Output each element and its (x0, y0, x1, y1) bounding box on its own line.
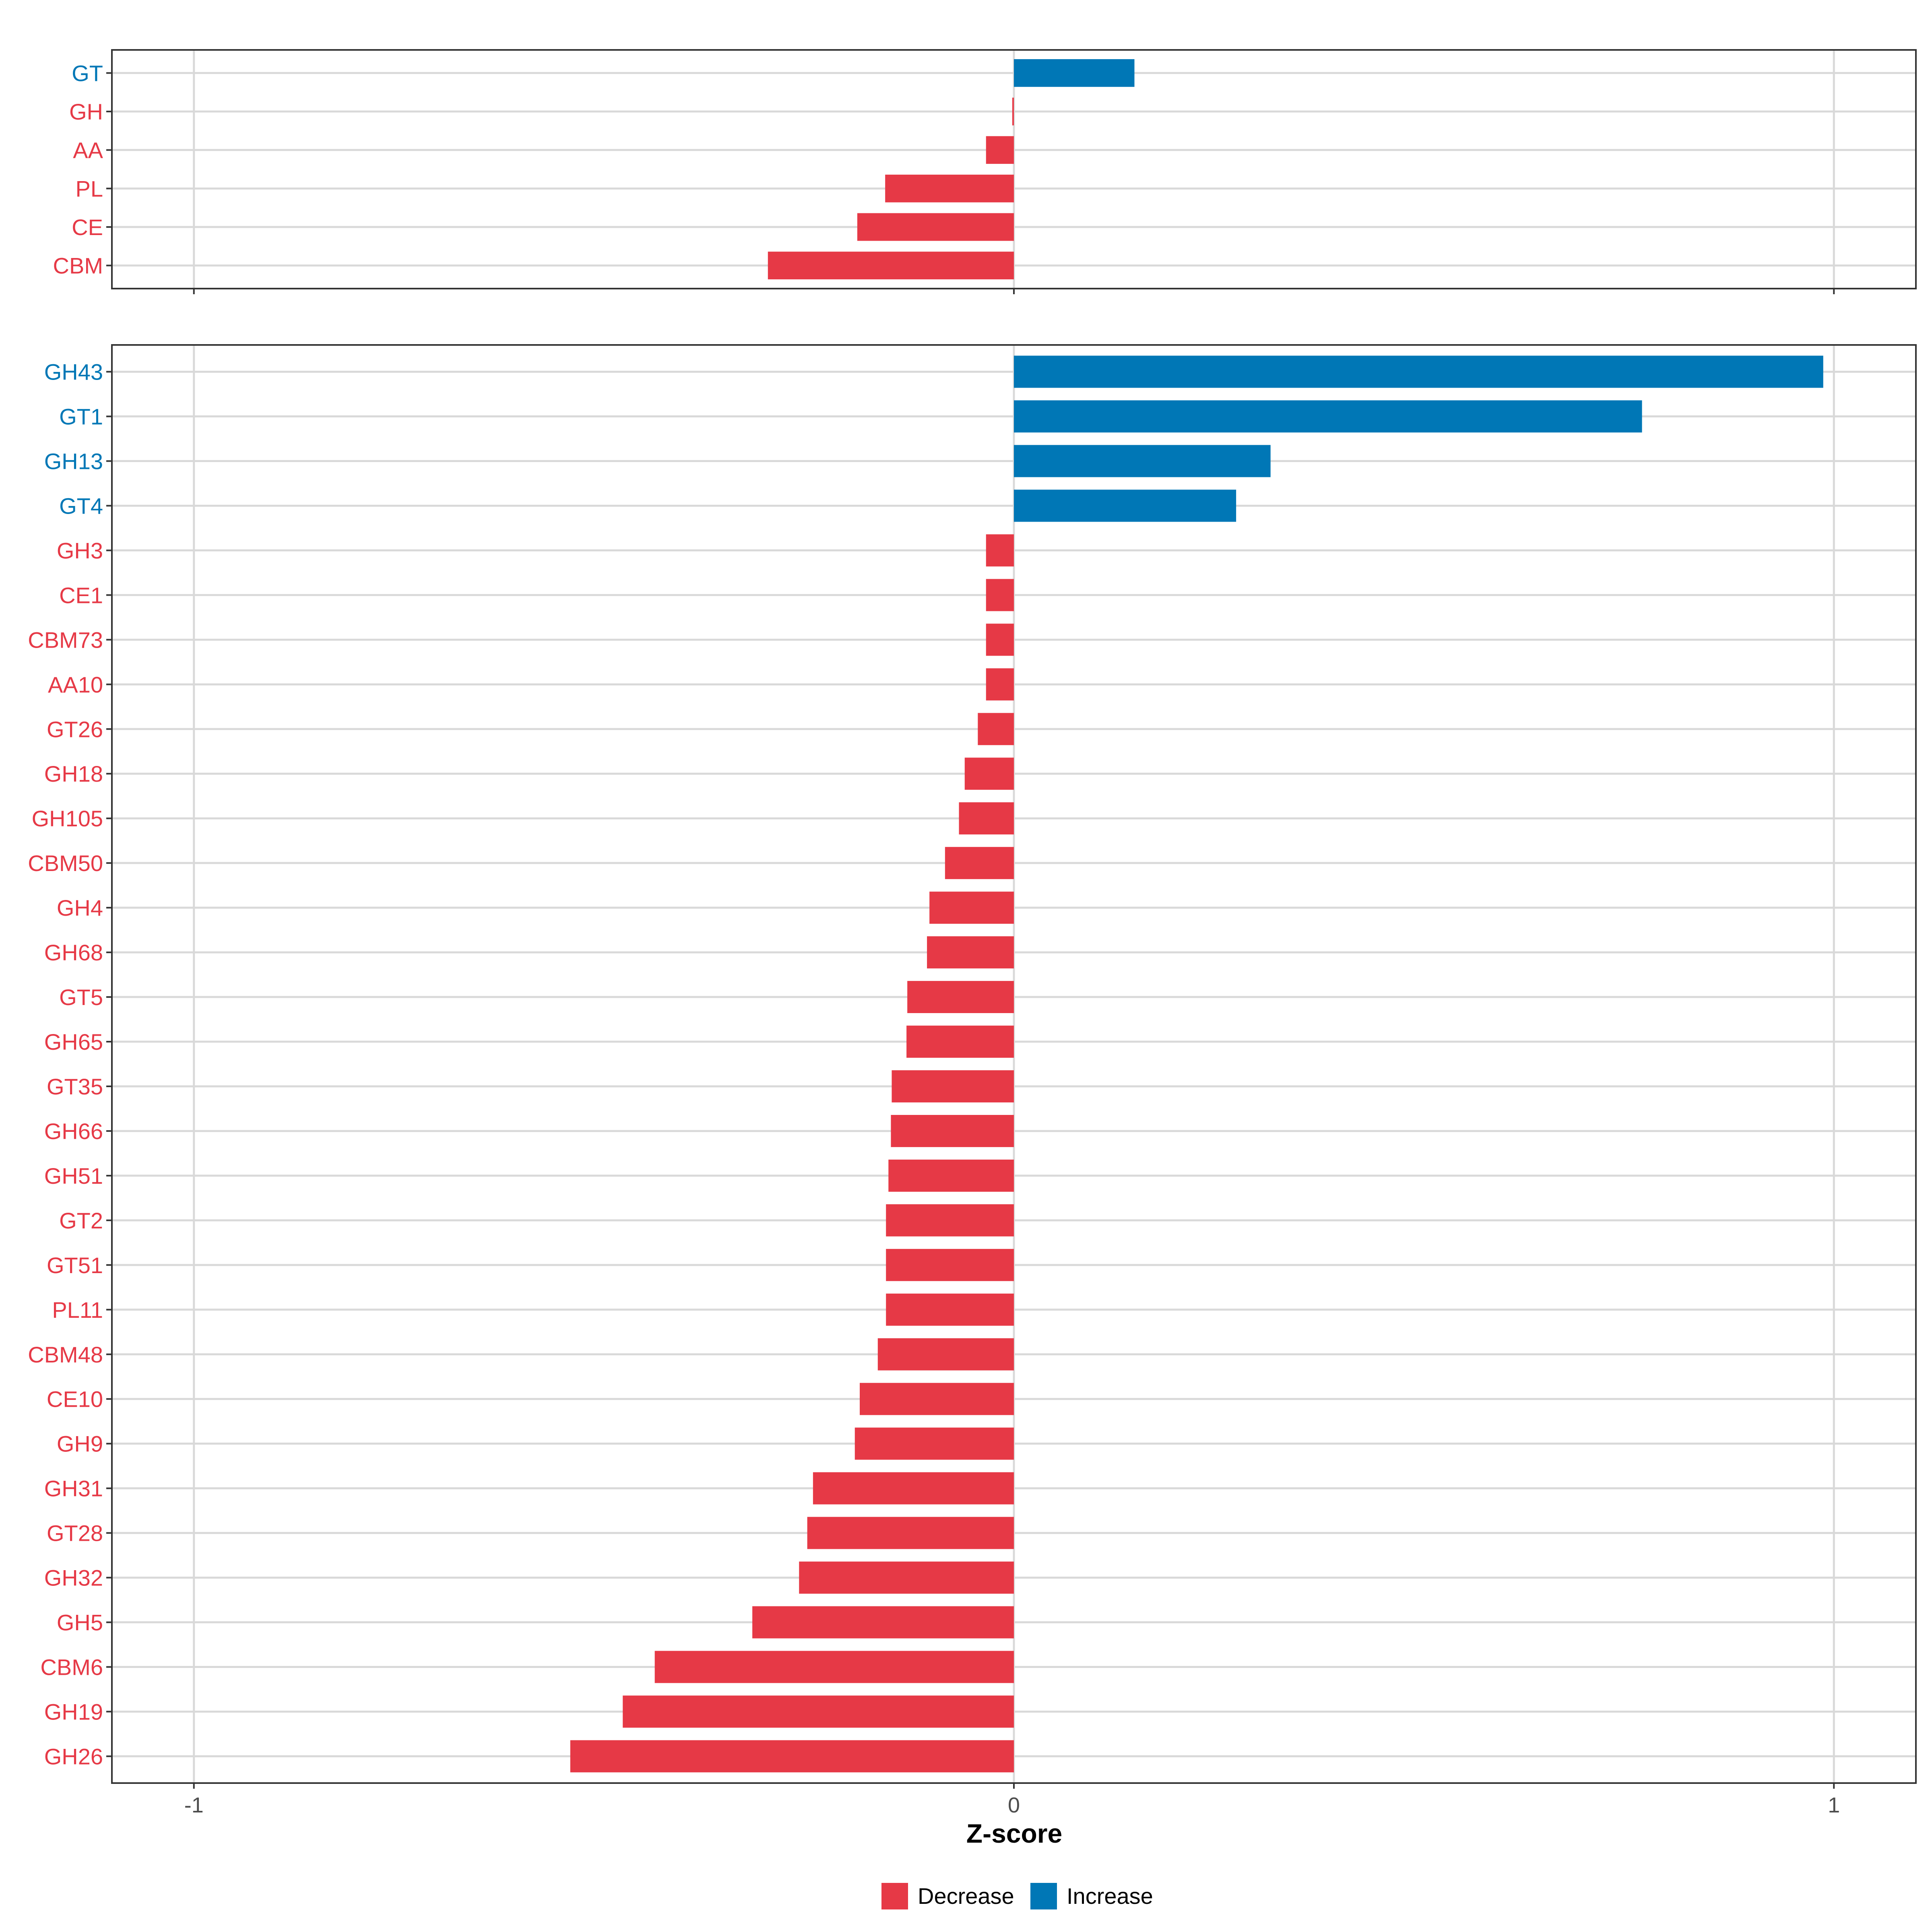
y-tick-label-gt: GT (72, 60, 103, 86)
y-tick-label-gh105: GH105 (32, 806, 103, 831)
bar-gh32 (799, 1561, 1014, 1594)
y-tick-label-gh43: GH43 (44, 359, 103, 385)
y-tick-label-gh4: GH4 (57, 895, 103, 921)
y-tick-label-cbm73: CBM73 (28, 627, 103, 652)
y-tick-label-gh26: GH26 (44, 1744, 103, 1769)
y-tick-label-gh: GH (69, 99, 103, 124)
bar-gt (1014, 59, 1135, 87)
bar-cbm48 (877, 1338, 1014, 1371)
y-tick-label-gt4: GT4 (59, 493, 103, 518)
bar-cbm (768, 252, 1014, 280)
bar-gt2 (886, 1204, 1014, 1236)
y-tick-label-gt2: GT2 (59, 1208, 103, 1233)
bar-gt4 (1014, 489, 1236, 522)
y-tick-label-gh19: GH19 (44, 1699, 103, 1724)
y-tick-label-aa: AA (73, 138, 103, 163)
bar-aa10 (986, 668, 1014, 701)
y-tick-label-gt35: GT35 (47, 1074, 103, 1099)
y-tick-label-gh65: GH65 (44, 1029, 103, 1055)
y-tick-label-aa10: AA10 (48, 672, 103, 697)
bar-gh68 (927, 936, 1014, 969)
bar-gh (1012, 97, 1014, 126)
bar-gh105 (959, 802, 1014, 835)
bar-gh13 (1014, 445, 1271, 477)
panel-family-classes: GT GH AA PL CE CBM (53, 49, 1917, 294)
y-tick-label-gt28: GT28 (47, 1521, 103, 1546)
bar-gt28 (807, 1517, 1014, 1549)
bar-gh51 (888, 1159, 1014, 1192)
legend-swatch-increase (1030, 1883, 1057, 1909)
x-axis-title: Z-score (966, 1818, 1062, 1848)
y-tick-label-cbm6: CBM6 (40, 1654, 103, 1680)
y-tick-label-gh9: GH9 (57, 1431, 103, 1457)
y-tick-label-pl: PL (76, 176, 103, 201)
y-tick-label-gh3: GH3 (57, 538, 103, 563)
bar-gh31 (813, 1472, 1014, 1505)
bar-gh18 (964, 758, 1014, 790)
y-tick-label-gt5: GT5 (59, 985, 103, 1010)
y-tick-label-ce: CE (72, 215, 103, 240)
bar-gh4 (929, 892, 1014, 924)
y-tick-label-ce10: CE10 (47, 1387, 103, 1412)
bar-ce1 (986, 579, 1014, 611)
y-tick-label-gh68: GH68 (44, 940, 103, 965)
y-tick-label-pl11: PL11 (52, 1297, 103, 1323)
legend-label-increase: Increase (1067, 1883, 1153, 1909)
bar-gh26 (570, 1740, 1014, 1773)
y-tick-label-gt26: GT26 (47, 716, 103, 742)
y-tick-label-gh18: GH18 (44, 761, 103, 786)
y-tick-label-gh32: GH32 (44, 1565, 103, 1591)
y-tick-label-gh5: GH5 (57, 1610, 103, 1635)
bar-cbm6 (654, 1651, 1014, 1683)
y-tick-label-gh51: GH51 (44, 1163, 103, 1189)
bar-ce10 (859, 1383, 1014, 1415)
y-tick-label-ce1: CE1 (59, 582, 103, 608)
bar-gh3 (986, 534, 1014, 567)
bar-gh66 (891, 1115, 1014, 1147)
bar-cbm50 (945, 847, 1014, 879)
bar-pl (885, 174, 1014, 202)
x-axis: -1 0 1 (184, 1793, 1840, 1817)
legend-swatch-decrease (881, 1883, 908, 1909)
legend-label-decrease: Decrease (918, 1883, 1014, 1909)
bar-gh43 (1014, 355, 1823, 388)
y-tick-label-gh66: GH66 (44, 1119, 103, 1144)
bar-gh5 (752, 1606, 1014, 1639)
bar-gh19 (623, 1695, 1014, 1728)
bar-gt26 (978, 713, 1014, 745)
y-tick-label-cbm: CBM (53, 253, 103, 279)
legend: Decrease Increase (881, 1883, 1153, 1909)
x-tick-label--1: -1 (184, 1793, 204, 1817)
x-tick-label-0: 0 (1008, 1793, 1020, 1817)
y-tick-label-gh31: GH31 (44, 1476, 103, 1501)
bar-gt1 (1014, 400, 1642, 433)
y-tick-label-cbm48: CBM48 (28, 1342, 103, 1367)
bar-gt51 (886, 1249, 1014, 1281)
bar-aa (986, 136, 1014, 164)
bar-gt35 (892, 1070, 1014, 1102)
y-tick-label-cbm50: CBM50 (28, 850, 103, 876)
y-tick-label-gt1: GT1 (59, 404, 103, 429)
y-tick-label-gt51: GT51 (47, 1253, 103, 1278)
bar-pl11 (886, 1293, 1014, 1326)
panel-families: GH43 GT1 GH13 GT4 GH3 CE1 CBM73 AA10 GT26 GH18 GH1… (28, 344, 1917, 1789)
bar-cbm73 (986, 623, 1014, 656)
bar-gh65 (906, 1026, 1014, 1058)
x-tick-label-1: 1 (1828, 1793, 1840, 1817)
bar-ce (857, 213, 1014, 241)
bar-gh9 (855, 1427, 1014, 1460)
y-tick-label-gh13: GH13 (44, 449, 103, 474)
bar-gt5 (907, 981, 1014, 1013)
